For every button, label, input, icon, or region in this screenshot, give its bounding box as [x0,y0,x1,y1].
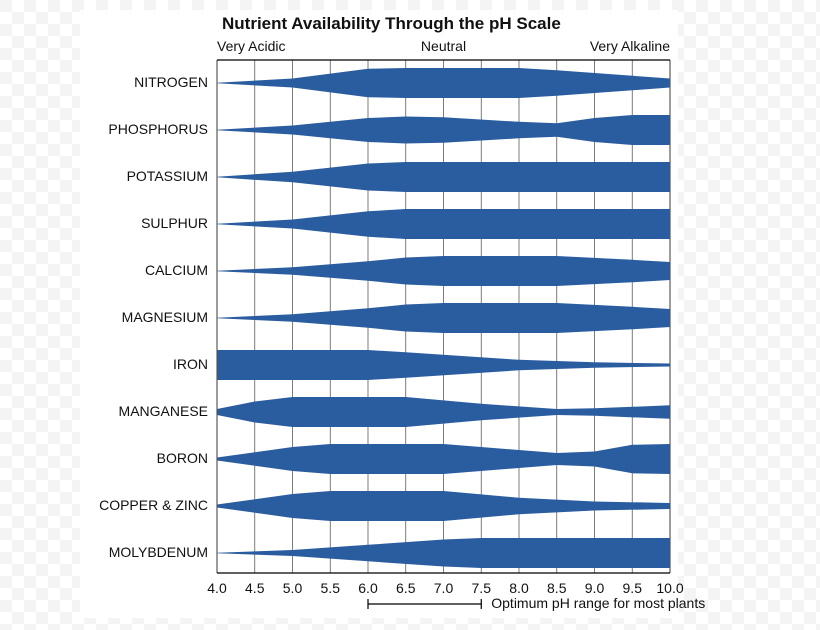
optimum-range-label: Optimum pH range for most plants [491,595,705,611]
optimum-range-bar [0,0,820,630]
